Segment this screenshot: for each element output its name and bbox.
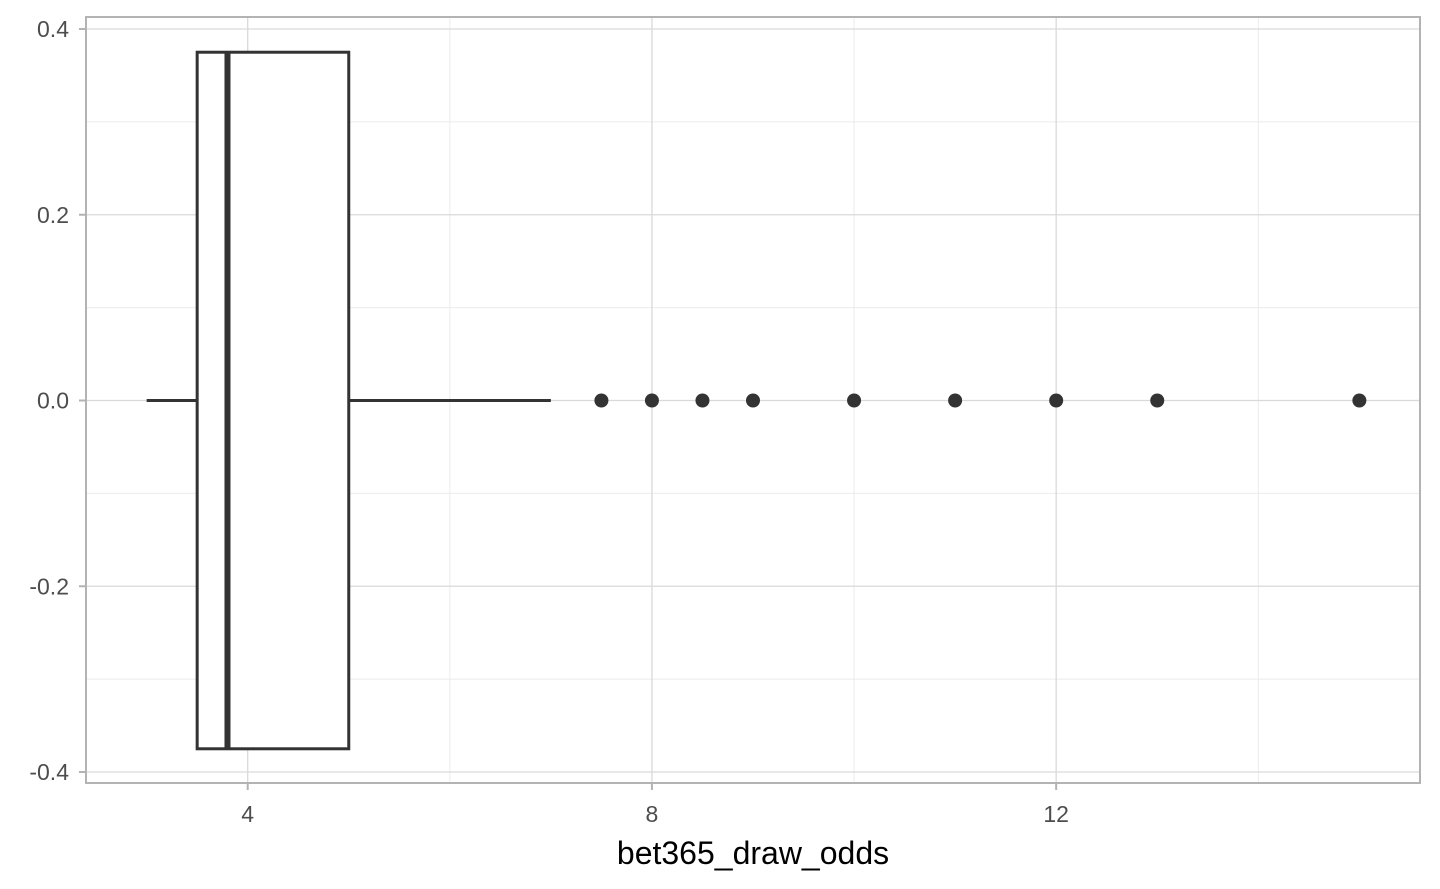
- outlier-point: [1352, 393, 1367, 408]
- y-tick-label: -0.2: [29, 573, 69, 599]
- outlier-point: [746, 393, 760, 408]
- x-axis-title: bet365_draw_odds: [617, 835, 889, 871]
- y-axis: 0.4 0.2 0.0 -0.2 -0.4: [29, 16, 86, 785]
- y-tick-label: 0.4: [37, 16, 69, 42]
- outlier-point: [847, 393, 862, 408]
- x-tick-label: 12: [1043, 801, 1069, 827]
- y-tick-label: 0.0: [37, 388, 69, 414]
- interquartile-box: [195, 50, 351, 751]
- x-tick-label: 4: [241, 801, 254, 827]
- outlier-point: [948, 393, 963, 408]
- y-tick-label: -0.4: [29, 759, 69, 785]
- x-tick-label: 8: [646, 801, 659, 827]
- outlier-point: [1150, 393, 1165, 408]
- outlier-point: [695, 393, 710, 408]
- outlier-point: [594, 393, 609, 408]
- outlier-point: [1049, 393, 1064, 408]
- outlier-point: [644, 393, 659, 408]
- y-tick-label: 0.2: [37, 202, 69, 228]
- outlier-points: [594, 393, 1367, 408]
- x-axis: 4 8 12: [241, 783, 1069, 827]
- boxplot: [146, 50, 551, 751]
